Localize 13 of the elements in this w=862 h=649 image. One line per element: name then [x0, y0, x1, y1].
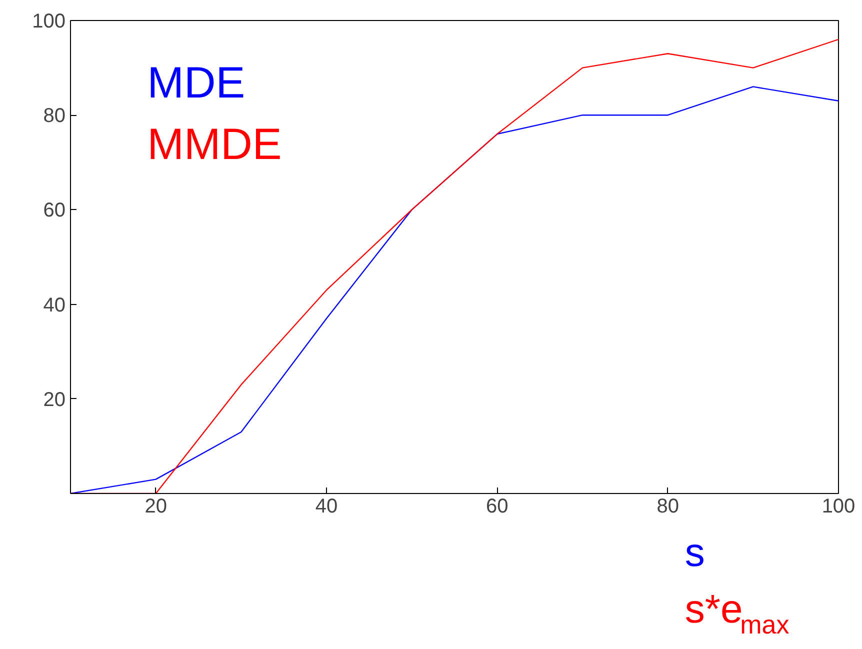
y-tick-label: 40	[43, 294, 66, 316]
x-tick-label: 60	[486, 496, 508, 518]
y-tick-label: 60	[43, 200, 66, 222]
x-tick-label: 80	[656, 496, 679, 518]
x-tick-label: 20	[144, 496, 167, 518]
text: MDE	[147, 58, 246, 108]
y-tick-label: 80	[43, 105, 66, 128]
x-tick-label: 100	[822, 496, 856, 518]
x-tick-label: 40	[315, 496, 338, 518]
y-tick-label: 100	[32, 10, 66, 32]
y-tick-label: 20	[43, 388, 66, 411]
x-axis-title: s	[684, 531, 705, 576]
text: MMDE	[147, 120, 282, 169]
